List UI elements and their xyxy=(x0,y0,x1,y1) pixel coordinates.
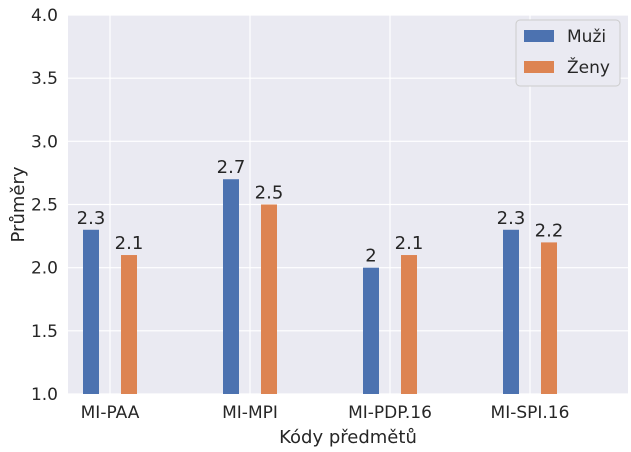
x-tick-label: MI-PAA xyxy=(81,403,140,423)
legend-swatch xyxy=(524,30,554,42)
bar-value-label: 2.1 xyxy=(395,233,424,254)
y-tick-label: 1.5 xyxy=(31,322,58,342)
bar-Muži-MI-MPI xyxy=(223,179,239,394)
y-tick-label: 3.5 xyxy=(31,69,58,89)
y-axis-ticks: 1.0 1.5 2.0 2.5 3.0 3.5 4.0 xyxy=(31,6,58,405)
y-tick-label: 1.0 xyxy=(31,385,58,405)
x-axis-ticks: MI-PAA MI-MPI MI-PDP.16 MI-SPI.16 xyxy=(81,403,570,423)
bar-Ženy-MI-PDP.16 xyxy=(401,255,417,394)
x-tick-label: MI-PDP.16 xyxy=(348,403,432,423)
bar-value-label: 2 xyxy=(365,246,376,267)
bar-Ženy-MI-MPI xyxy=(261,204,277,394)
bar-Muži-MI-SPI.16 xyxy=(503,229,519,394)
bar-Ženy-MI-SPI.16 xyxy=(541,242,557,394)
legend-label: Muži xyxy=(567,27,606,47)
legend-label: Ženy xyxy=(567,56,610,78)
bar-value-label: 2.7 xyxy=(217,157,246,178)
bar-value-label: 2.3 xyxy=(497,208,526,229)
bar-value-label: 2.1 xyxy=(115,233,144,254)
bar-Ženy-MI-PAA xyxy=(121,255,137,394)
grid-lines xyxy=(68,14,628,395)
bar-Muži-MI-PAA xyxy=(83,229,99,394)
y-axis-label: Průměry xyxy=(8,166,29,242)
legend: Muži Ženy xyxy=(515,19,621,87)
bar-Muži-MI-PDP.16 xyxy=(363,267,379,394)
x-axis-label: Kódy předmětů xyxy=(279,427,417,448)
bar-value-label: 2.3 xyxy=(77,208,106,229)
y-tick-label: 4.0 xyxy=(31,6,58,26)
y-tick-label: 2.0 xyxy=(31,259,58,279)
x-tick-label: MI-SPI.16 xyxy=(491,403,570,423)
bars xyxy=(83,179,557,394)
bar-value-label: 2.2 xyxy=(535,220,564,241)
bar-value-label: 2.5 xyxy=(255,183,284,204)
y-tick-label: 3.0 xyxy=(31,132,58,152)
x-tick-label: MI-MPI xyxy=(222,403,278,423)
legend-swatch xyxy=(524,61,554,73)
bar-value-labels: 2.3 2.7 2 2.3 2.1 2.5 2.1 2.2 xyxy=(77,157,564,266)
y-tick-label: 2.5 xyxy=(31,196,58,216)
